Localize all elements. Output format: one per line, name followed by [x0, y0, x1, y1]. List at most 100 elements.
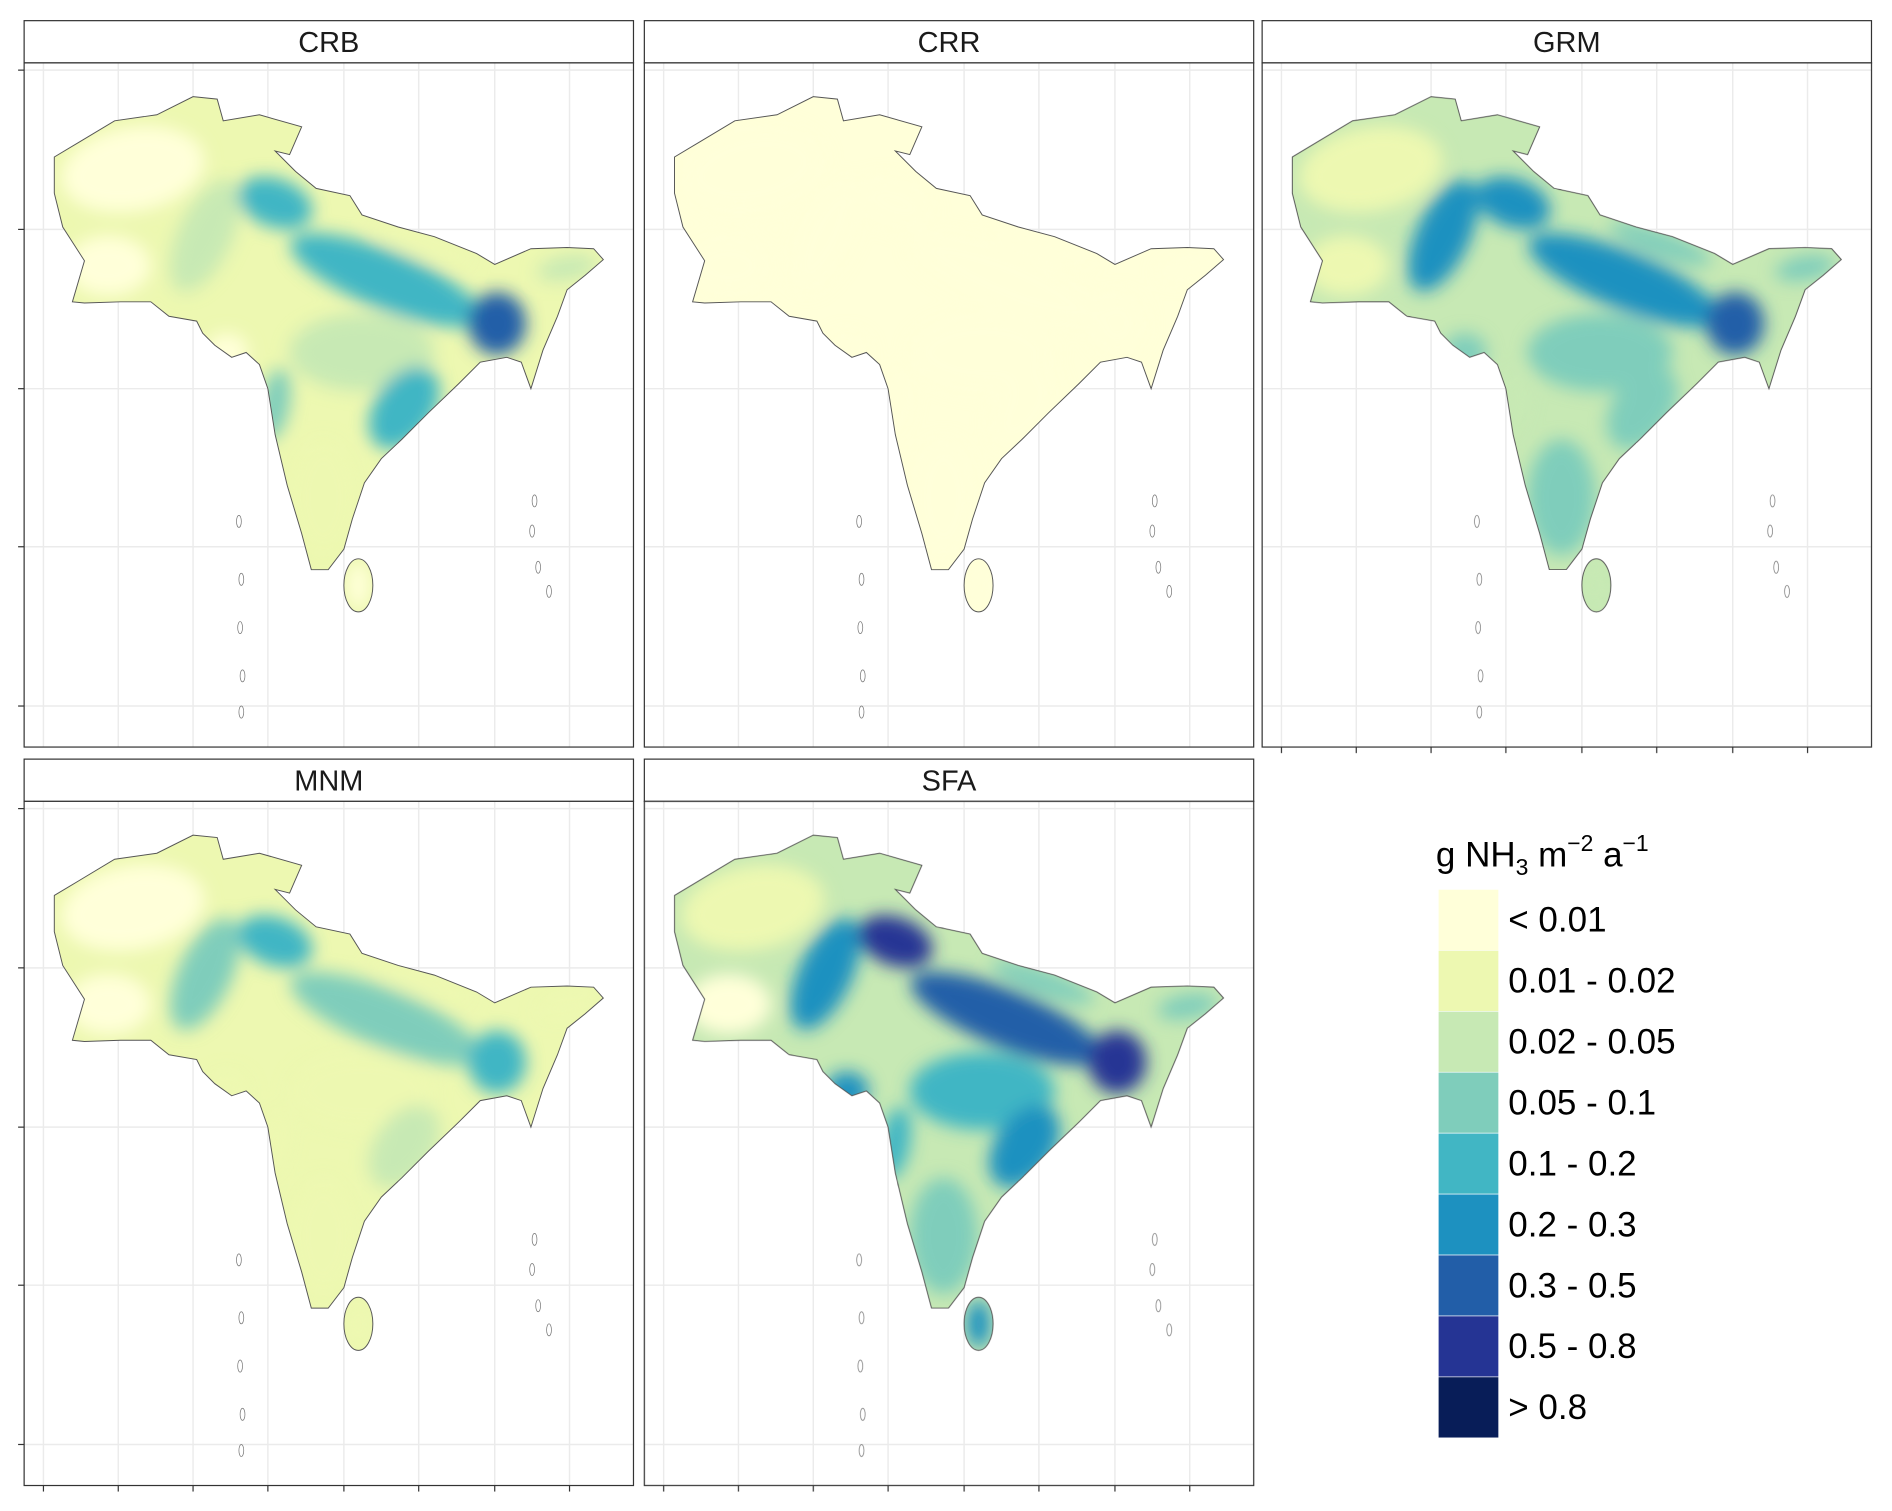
- legend-swatch: [1438, 1011, 1499, 1073]
- region-bangladesh: [468, 292, 527, 355]
- island-outline: [238, 1444, 245, 1457]
- region-igp: [290, 233, 482, 327]
- legend-item: < 0.01: [1438, 889, 1607, 951]
- facet-panel-crr: CRR: [643, 20, 1255, 748]
- region-indus: [790, 179, 861, 292]
- legend-swatch: [1438, 1071, 1499, 1134]
- region-afghanistan: [681, 864, 825, 951]
- facet-panel-crb: CRB: [18, 20, 635, 748]
- region-afghanistan: [681, 125, 825, 213]
- island-outline: [535, 1299, 541, 1313]
- region-punjab: [237, 915, 313, 968]
- legend-item: 0.1 - 0.2: [1438, 1132, 1637, 1195]
- region-northeast: [1157, 993, 1218, 1020]
- legend-label: 0.1 - 0.2: [1508, 1144, 1636, 1183]
- island-outline: [1476, 705, 1483, 719]
- island-outline: [858, 1444, 865, 1457]
- region-central: [289, 313, 435, 392]
- island-outline: [857, 1359, 864, 1373]
- island-outline: [239, 1407, 246, 1421]
- island-outline: [1155, 560, 1162, 574]
- island-outline: [1769, 494, 1776, 508]
- region-bangladesh: [1706, 292, 1765, 355]
- legend-label: 0.02 - 0.05: [1508, 1023, 1675, 1062]
- facet-label: SFA: [922, 765, 977, 797]
- region-northeast: [537, 993, 597, 1020]
- legend-swatch: [1438, 889, 1499, 951]
- legend-item: 0.3 - 0.5: [1438, 1254, 1637, 1317]
- legend-item: 0.01 - 0.02: [1438, 950, 1676, 1012]
- island-outline: [236, 515, 242, 528]
- legend-swatch: [1438, 1376, 1499, 1439]
- region-nepal: [991, 960, 1094, 1005]
- legend-swatch: [1438, 1315, 1499, 1378]
- region-punjab: [1475, 176, 1551, 230]
- region-nepal: [991, 222, 1094, 266]
- region-igp: [910, 971, 1103, 1066]
- legend-label: < 0.01: [1508, 901, 1606, 940]
- region-nepal: [371, 222, 474, 266]
- region-indus: [170, 918, 241, 1030]
- facet-strip: [23, 758, 635, 802]
- island-outline: [239, 669, 246, 683]
- legend-title: g NH3 m−2 a−1: [1436, 830, 1649, 880]
- region-central: [909, 1052, 1055, 1130]
- legend-swatch: [1438, 1132, 1499, 1195]
- island-outline: [529, 1263, 535, 1276]
- region-baluchistan: [1304, 235, 1389, 296]
- facet-strip: [643, 20, 1255, 64]
- island-outline: [857, 621, 864, 634]
- panel-border: [1261, 62, 1873, 748]
- legend-item: 0.2 - 0.3: [1438, 1193, 1637, 1256]
- region-afghanistan: [61, 125, 205, 213]
- facet-strip: [643, 758, 1255, 802]
- island-outline: [531, 1232, 538, 1246]
- region-sri-lanka: [966, 1299, 991, 1348]
- region-baluchistan: [66, 973, 151, 1035]
- island-outline: [1149, 524, 1156, 538]
- island-outline: [529, 524, 535, 538]
- region-south: [909, 1177, 978, 1294]
- island-outline: [1476, 572, 1483, 586]
- legend-swatch: [1438, 950, 1499, 1012]
- panel-border: [643, 62, 1255, 748]
- region-sri-lanka: [966, 561, 991, 610]
- legend-label: 0.01 - 0.02: [1508, 962, 1675, 1001]
- island-outline: [237, 1359, 243, 1373]
- island-outline: [856, 1253, 862, 1267]
- island-outline: [238, 572, 245, 586]
- region-indus: [170, 179, 241, 292]
- region-bangladesh: [1088, 1030, 1147, 1094]
- island-outline: [546, 1323, 552, 1337]
- panel-border: [23, 800, 635, 1487]
- legend-swatch: [1438, 1193, 1499, 1256]
- facet-panel-sfa: SFA: [643, 758, 1255, 1492]
- island-outline: [1474, 515, 1480, 528]
- region-northeast: [537, 255, 597, 282]
- island-outline: [1477, 669, 1484, 683]
- region-indus: [1408, 179, 1479, 292]
- region-central: [289, 1052, 435, 1130]
- island-outline: [858, 572, 865, 586]
- region-south: [909, 439, 978, 556]
- region-south: [289, 1177, 358, 1294]
- island-outline: [858, 1311, 865, 1325]
- island-outline: [1773, 560, 1779, 574]
- region-central: [1527, 313, 1673, 392]
- island-outline: [1151, 1232, 1158, 1246]
- island-outline: [1155, 1299, 1162, 1313]
- island-outline: [1151, 494, 1158, 508]
- region-punjab: [237, 176, 313, 230]
- facet-panel-grm: GRM: [1261, 20, 1873, 754]
- island-outline: [1475, 621, 1481, 634]
- island-outline: [1149, 1263, 1156, 1276]
- island-outline: [238, 1311, 245, 1325]
- region-afghanistan: [61, 864, 205, 951]
- panel-border: [23, 62, 635, 748]
- facet-label: MNM: [294, 765, 363, 797]
- legend-swatch: [1438, 1254, 1499, 1317]
- region-sri-lanka: [1584, 561, 1609, 610]
- legend-label: 0.5 - 0.8: [1508, 1327, 1636, 1366]
- legend: g NH3 m−2 a−1 < 0.01 0.01 - 0.02 0.02 - 0.…: [1436, 830, 1676, 1439]
- region-nepal: [1609, 222, 1712, 266]
